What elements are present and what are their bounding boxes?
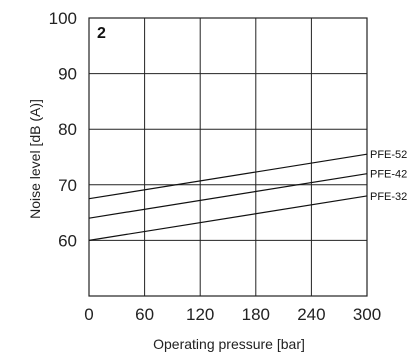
panel-label: 2 (97, 25, 106, 42)
series-lines: PFE-52 PFE-42 PFE-32 (88, 149, 407, 241)
x-tick-label-3: 180 (242, 305, 270, 324)
x-tick-label-2: 120 (186, 305, 214, 324)
series-label-pfe-32: PFE-32 (370, 191, 407, 203)
grid (88, 17, 368, 297)
series-line-pfe-42 (88, 173, 368, 219)
x-tick-label-5: 300 (353, 305, 381, 324)
y-tick-label-0: 60 (58, 231, 77, 250)
y-tick-label-4: 100 (49, 9, 77, 28)
y-tick-label-2: 80 (58, 120, 77, 139)
x-tick-label-1: 60 (135, 305, 154, 324)
plot-frame (88, 17, 368, 297)
series-label-pfe-52: PFE-52 (370, 149, 407, 161)
x-tick-label-0: 0 (84, 305, 93, 324)
y-tick-label-3: 90 (58, 65, 77, 84)
y-axis-label: Noise level [dB (A)] (27, 99, 43, 219)
x-tick-label-4: 240 (297, 305, 325, 324)
series-line-pfe-52 (88, 153, 368, 200)
tick-labels: 0 60 120 180 240 300 60 70 80 90 100 (49, 9, 382, 324)
y-tick-label-1: 70 (58, 176, 77, 195)
x-axis-label: Operating pressure [bar] (153, 336, 305, 352)
series-line-pfe-32 (88, 195, 368, 241)
series-label-pfe-42: PFE-42 (370, 169, 407, 181)
